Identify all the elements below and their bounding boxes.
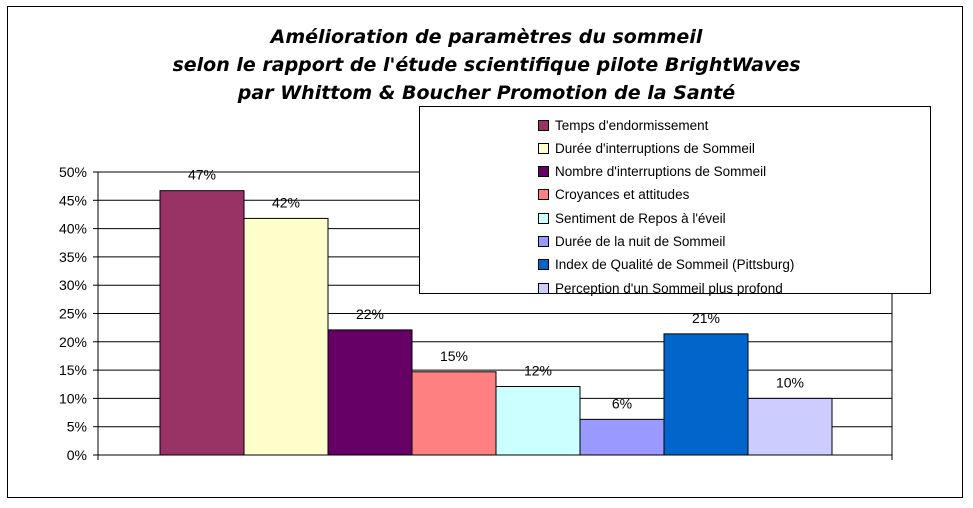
bar [243, 217, 329, 456]
bar [663, 333, 749, 456]
chart-title-line-1: Amélioration de paramètres du sommeil [270, 26, 703, 48]
y-tick-label: 5% [67, 419, 87, 435]
data-label: 42% [272, 194, 300, 210]
data-label: 15% [440, 348, 468, 364]
data-label: 21% [692, 310, 720, 326]
y-tick-label: 35% [59, 249, 87, 265]
legend-label: Index de Qualité de Sommeil (Pittsburg) [555, 257, 795, 273]
legend-item: Croyances et attitudes [538, 186, 689, 204]
bar [495, 386, 581, 456]
data-label: 22% [356, 306, 384, 322]
legend-item: Durée de la nuit de Sommeil [538, 233, 725, 251]
y-tick-label: 20% [59, 334, 87, 350]
legend-swatch [538, 189, 549, 201]
data-label: 10% [776, 374, 804, 390]
chart-title-line-3: par Whittom & Boucher Promotion de la Sa… [237, 82, 736, 104]
legend-label: Nombre d'interruptions de Sommeil [555, 164, 767, 180]
legend-swatch [538, 259, 549, 271]
bar [579, 418, 665, 456]
y-tick-label: 45% [59, 192, 87, 208]
legend-item: Perception d'un Sommeil plus profond [538, 279, 783, 297]
y-tick-label: 25% [59, 306, 87, 322]
y-tick-label: 40% [59, 221, 87, 237]
legend-swatch [538, 212, 549, 224]
legend-label: Temps d'endormissement [555, 117, 709, 133]
legend-label: Croyances et attitudes [555, 187, 690, 203]
chart-title-line-2: selon le rapport de l'étude scientifique… [172, 54, 801, 76]
y-tick-label: 50% [59, 164, 87, 180]
data-label: 12% [524, 363, 552, 379]
legend-swatch [538, 142, 549, 154]
legend-label: Durée d'interruptions de Sommeil [555, 140, 755, 156]
bar [747, 397, 833, 456]
legend-item: Nombre d'interruptions de Sommeil [538, 163, 766, 181]
legend-swatch [538, 119, 549, 131]
legend-item: Index de Qualité de Sommeil (Pittsburg) [538, 256, 794, 274]
legend-item: Durée d'interruptions de Sommeil [538, 139, 755, 157]
data-label: 6% [612, 395, 632, 411]
chart-legend: Temps d'endormissement Durée d'interrupti… [419, 106, 931, 297]
legend-item: Sentiment de Repos à l'éveil [538, 209, 726, 227]
bar [327, 329, 413, 456]
y-tick-label: 30% [59, 277, 87, 293]
legend-label: Durée de la nuit de Sommeil [555, 234, 726, 249]
bar [159, 190, 245, 456]
bar [411, 371, 497, 456]
y-tick-label: 0% [67, 447, 87, 463]
legend-label: Sentiment de Repos à l'éveil [555, 210, 726, 226]
y-tick-label: 10% [59, 390, 87, 406]
legend-label: Perception d'un Sommeil plus profond [555, 280, 783, 296]
y-tick-label: 15% [59, 362, 87, 378]
legend-swatch [538, 282, 549, 294]
legend-item: Temps d'endormissement [538, 116, 708, 134]
legend-swatch [538, 236, 549, 247]
legend-swatch [538, 166, 549, 178]
data-label: 47% [188, 167, 216, 183]
